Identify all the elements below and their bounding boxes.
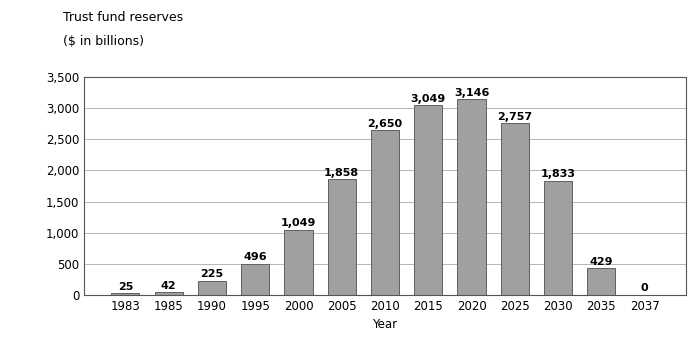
Text: 1,833: 1,833 <box>540 169 575 179</box>
Bar <box>500 124 528 295</box>
Bar <box>111 293 139 295</box>
Text: Trust fund reserves: Trust fund reserves <box>63 11 183 24</box>
Text: 0: 0 <box>640 283 648 293</box>
X-axis label: Year: Year <box>372 318 398 331</box>
Text: 25: 25 <box>118 282 133 292</box>
Text: 496: 496 <box>244 252 267 263</box>
Text: ($ in billions): ($ in billions) <box>63 35 144 48</box>
Bar <box>241 264 270 295</box>
Bar <box>328 179 356 295</box>
Bar <box>458 99 486 295</box>
Text: 1,049: 1,049 <box>281 218 316 228</box>
Text: 1,858: 1,858 <box>324 168 359 178</box>
Text: 225: 225 <box>200 269 223 279</box>
Text: 429: 429 <box>589 257 613 267</box>
Bar <box>155 292 183 295</box>
Bar <box>371 130 399 295</box>
Bar <box>198 281 226 295</box>
Bar <box>284 230 312 295</box>
Text: 42: 42 <box>161 281 176 291</box>
Text: 3,146: 3,146 <box>454 88 489 98</box>
Text: 2,650: 2,650 <box>368 119 402 128</box>
Bar <box>544 181 572 295</box>
Text: 3,049: 3,049 <box>411 94 446 104</box>
Text: 2,757: 2,757 <box>497 112 533 122</box>
Bar <box>587 268 615 295</box>
Bar <box>414 105 442 295</box>
